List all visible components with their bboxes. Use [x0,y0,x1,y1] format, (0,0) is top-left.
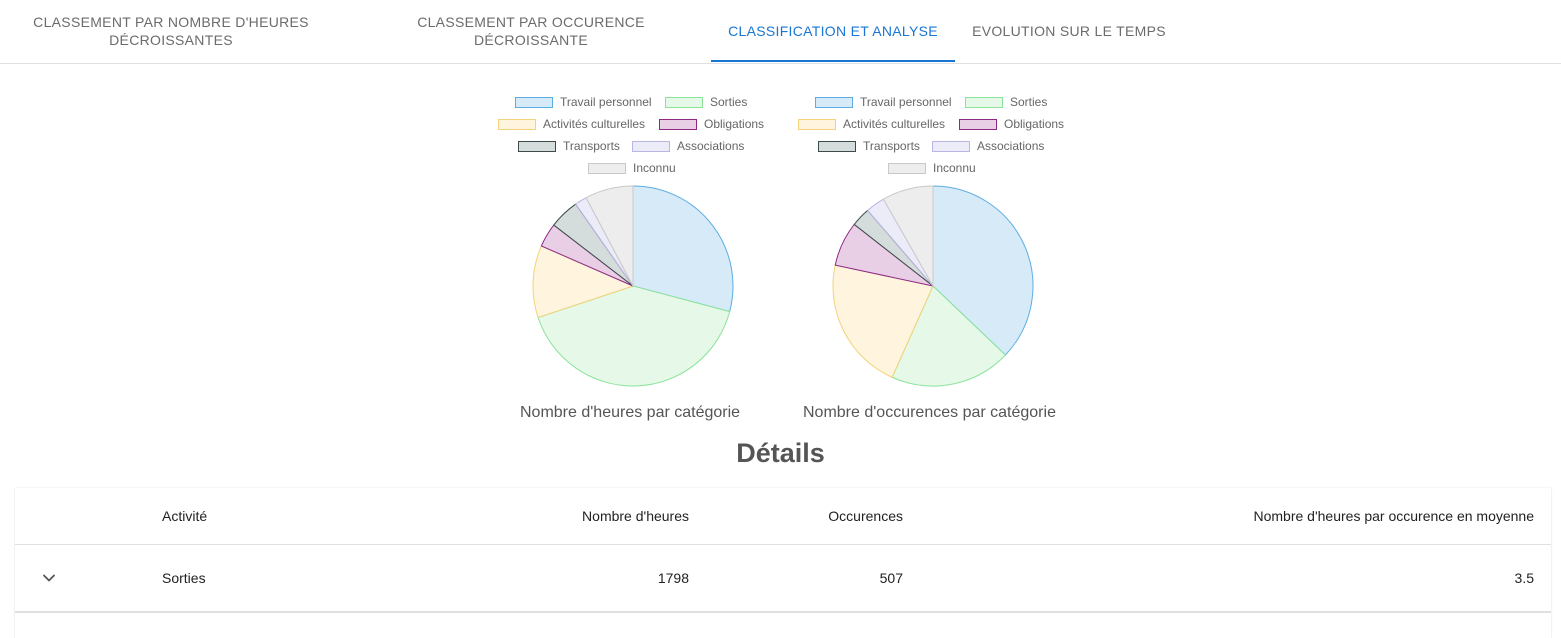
table-row[interactable]: Sorties 1798 507 3.5 [15,545,1551,613]
tab-occurrence-ranking[interactable]: CLASSEMENT PAR OCCURENCE DÉCROISSANTE [360,0,702,62]
cell-average: 3.5 [1514,570,1534,586]
pie-occurrences-slice-activit-s-culturelles[interactable] [832,264,934,378]
tab-bar: CLASSEMENT PAR NOMBRE D'HEURES DÉCROISSAN… [0,0,1561,64]
legend-swatch [518,140,556,152]
legend-label: Transports [863,139,920,153]
details-table: Activité Nombre d'heures Occurences Nomb… [15,488,1551,638]
legend-item-travail-personnel[interactable]: Travail personnel [815,94,952,110]
details-title: Détails [736,438,825,468]
pie-hours-slice-travail-personnel[interactable] [632,185,734,313]
cell-occurrences: 507 [879,570,903,586]
legend-label: Travail personnel [560,95,652,109]
legend-swatch [932,140,970,152]
legend-swatch [798,118,836,130]
legend-item-sorties[interactable]: Sorties [665,94,747,110]
legend-swatch [588,162,626,174]
legend-item-sorties[interactable]: Sorties [965,94,1047,110]
legend-label: Activités culturelles [843,117,946,131]
legend-label: Sorties [1010,95,1048,109]
legend-label: Travail personnel [860,95,952,109]
tab-occurrence-ranking-line1: CLASSEMENT PAR OCCURENCE [417,14,645,30]
legend-item-associations[interactable]: Associations [632,138,744,154]
tab-hours-ranking-line1: CLASSEMENT PAR NOMBRE D'HEURES [33,14,309,30]
legend-swatch [659,118,697,130]
legend-swatch [818,140,856,152]
legend-swatch [815,96,853,108]
legend-item-inconnu[interactable]: Inconnu [588,160,676,176]
tab-hours-ranking[interactable]: CLASSEMENT PAR NOMBRE D'HEURES DÉCROISSAN… [0,0,342,62]
legend-swatch [498,118,536,130]
legend-item-transports[interactable]: Transports [518,138,620,154]
cell-hours: 1798 [657,570,689,586]
legend-item-travail-personnel[interactable]: Travail personnel [515,94,652,110]
legend-swatch [632,140,670,152]
pie-hours-slice-sorties[interactable] [537,285,731,387]
pie-chart-hours [532,185,734,387]
cell-activity: Sorties [162,570,206,586]
legend-item-inconnu[interactable]: Inconnu [888,160,976,176]
chevron-down-icon [43,574,55,582]
column-header-hours[interactable]: Nombre d'heures [582,508,689,524]
column-header-activity[interactable]: Activité [162,508,208,524]
legend-swatch [959,118,997,130]
legend-item-obligations[interactable]: Obligations [659,116,764,132]
charts-area: Travail personnel Sorties Activités cult… [498,94,1064,421]
active-tab-indicator [711,60,955,62]
column-header-average[interactable]: Nombre d'heures par occurence en moyenne [1253,508,1535,524]
legend-swatch [888,162,926,174]
pie-occurrences-slice-inconnu[interactable] [882,185,934,288]
tab-hours-ranking-line2: DÉCROISSANTES [109,32,233,48]
legend-swatch [665,96,703,108]
tab-occurrence-ranking-line2: DÉCROISSANTE [473,32,589,48]
legend-label: Transports [563,139,620,153]
pie-occurrences-slice-travail-personnel[interactable] [932,185,1034,356]
legend-label: Inconnu [633,161,676,175]
legend-label: Sorties [710,95,748,109]
chart-title-occurrences: Nombre d'occurences par catégorie [803,404,1056,421]
legend-item-associations[interactable]: Associations [932,138,1044,154]
legend-label: Obligations [704,117,765,131]
legend-item-activites-culturelles[interactable]: Activités culturelles [798,116,945,132]
pie-hours-slice-inconnu[interactable] [585,185,634,287]
legend-label: Associations [677,139,745,153]
column-header-occurrences[interactable]: Occurences [828,508,903,524]
legend-label: Obligations [1004,117,1065,131]
tab-classification-label: CLASSIFICATION ET ANALYSE [728,23,938,39]
expand-row-button[interactable] [37,545,61,611]
legend-swatch [515,96,553,108]
pie-hours-slice-activit-s-culturelles[interactable] [532,245,635,319]
pie-occurrences-slice-sorties[interactable] [891,285,1007,387]
chart-title-hours: Nombre d'heures par catégorie [520,404,741,421]
legend-item-obligations[interactable]: Obligations [959,116,1064,132]
legend-label: Associations [977,139,1045,153]
legend-item-activites-culturelles[interactable]: Activités culturelles [498,116,645,132]
table-header: Activité Nombre d'heures Occurences Nomb… [15,488,1551,545]
legend-item-transports[interactable]: Transports [818,138,920,154]
tab-classification[interactable]: CLASSIFICATION ET ANALYSE [711,0,955,62]
pie-chart-occurrences [832,185,1034,387]
legend-swatch [965,96,1003,108]
legend-label: Activités culturelles [543,117,646,131]
tab-evolution[interactable]: EVOLUTION SUR LE TEMPS [958,0,1180,62]
tab-evolution-label: EVOLUTION SUR LE TEMPS [972,23,1166,39]
legend-label: Inconnu [933,161,976,175]
